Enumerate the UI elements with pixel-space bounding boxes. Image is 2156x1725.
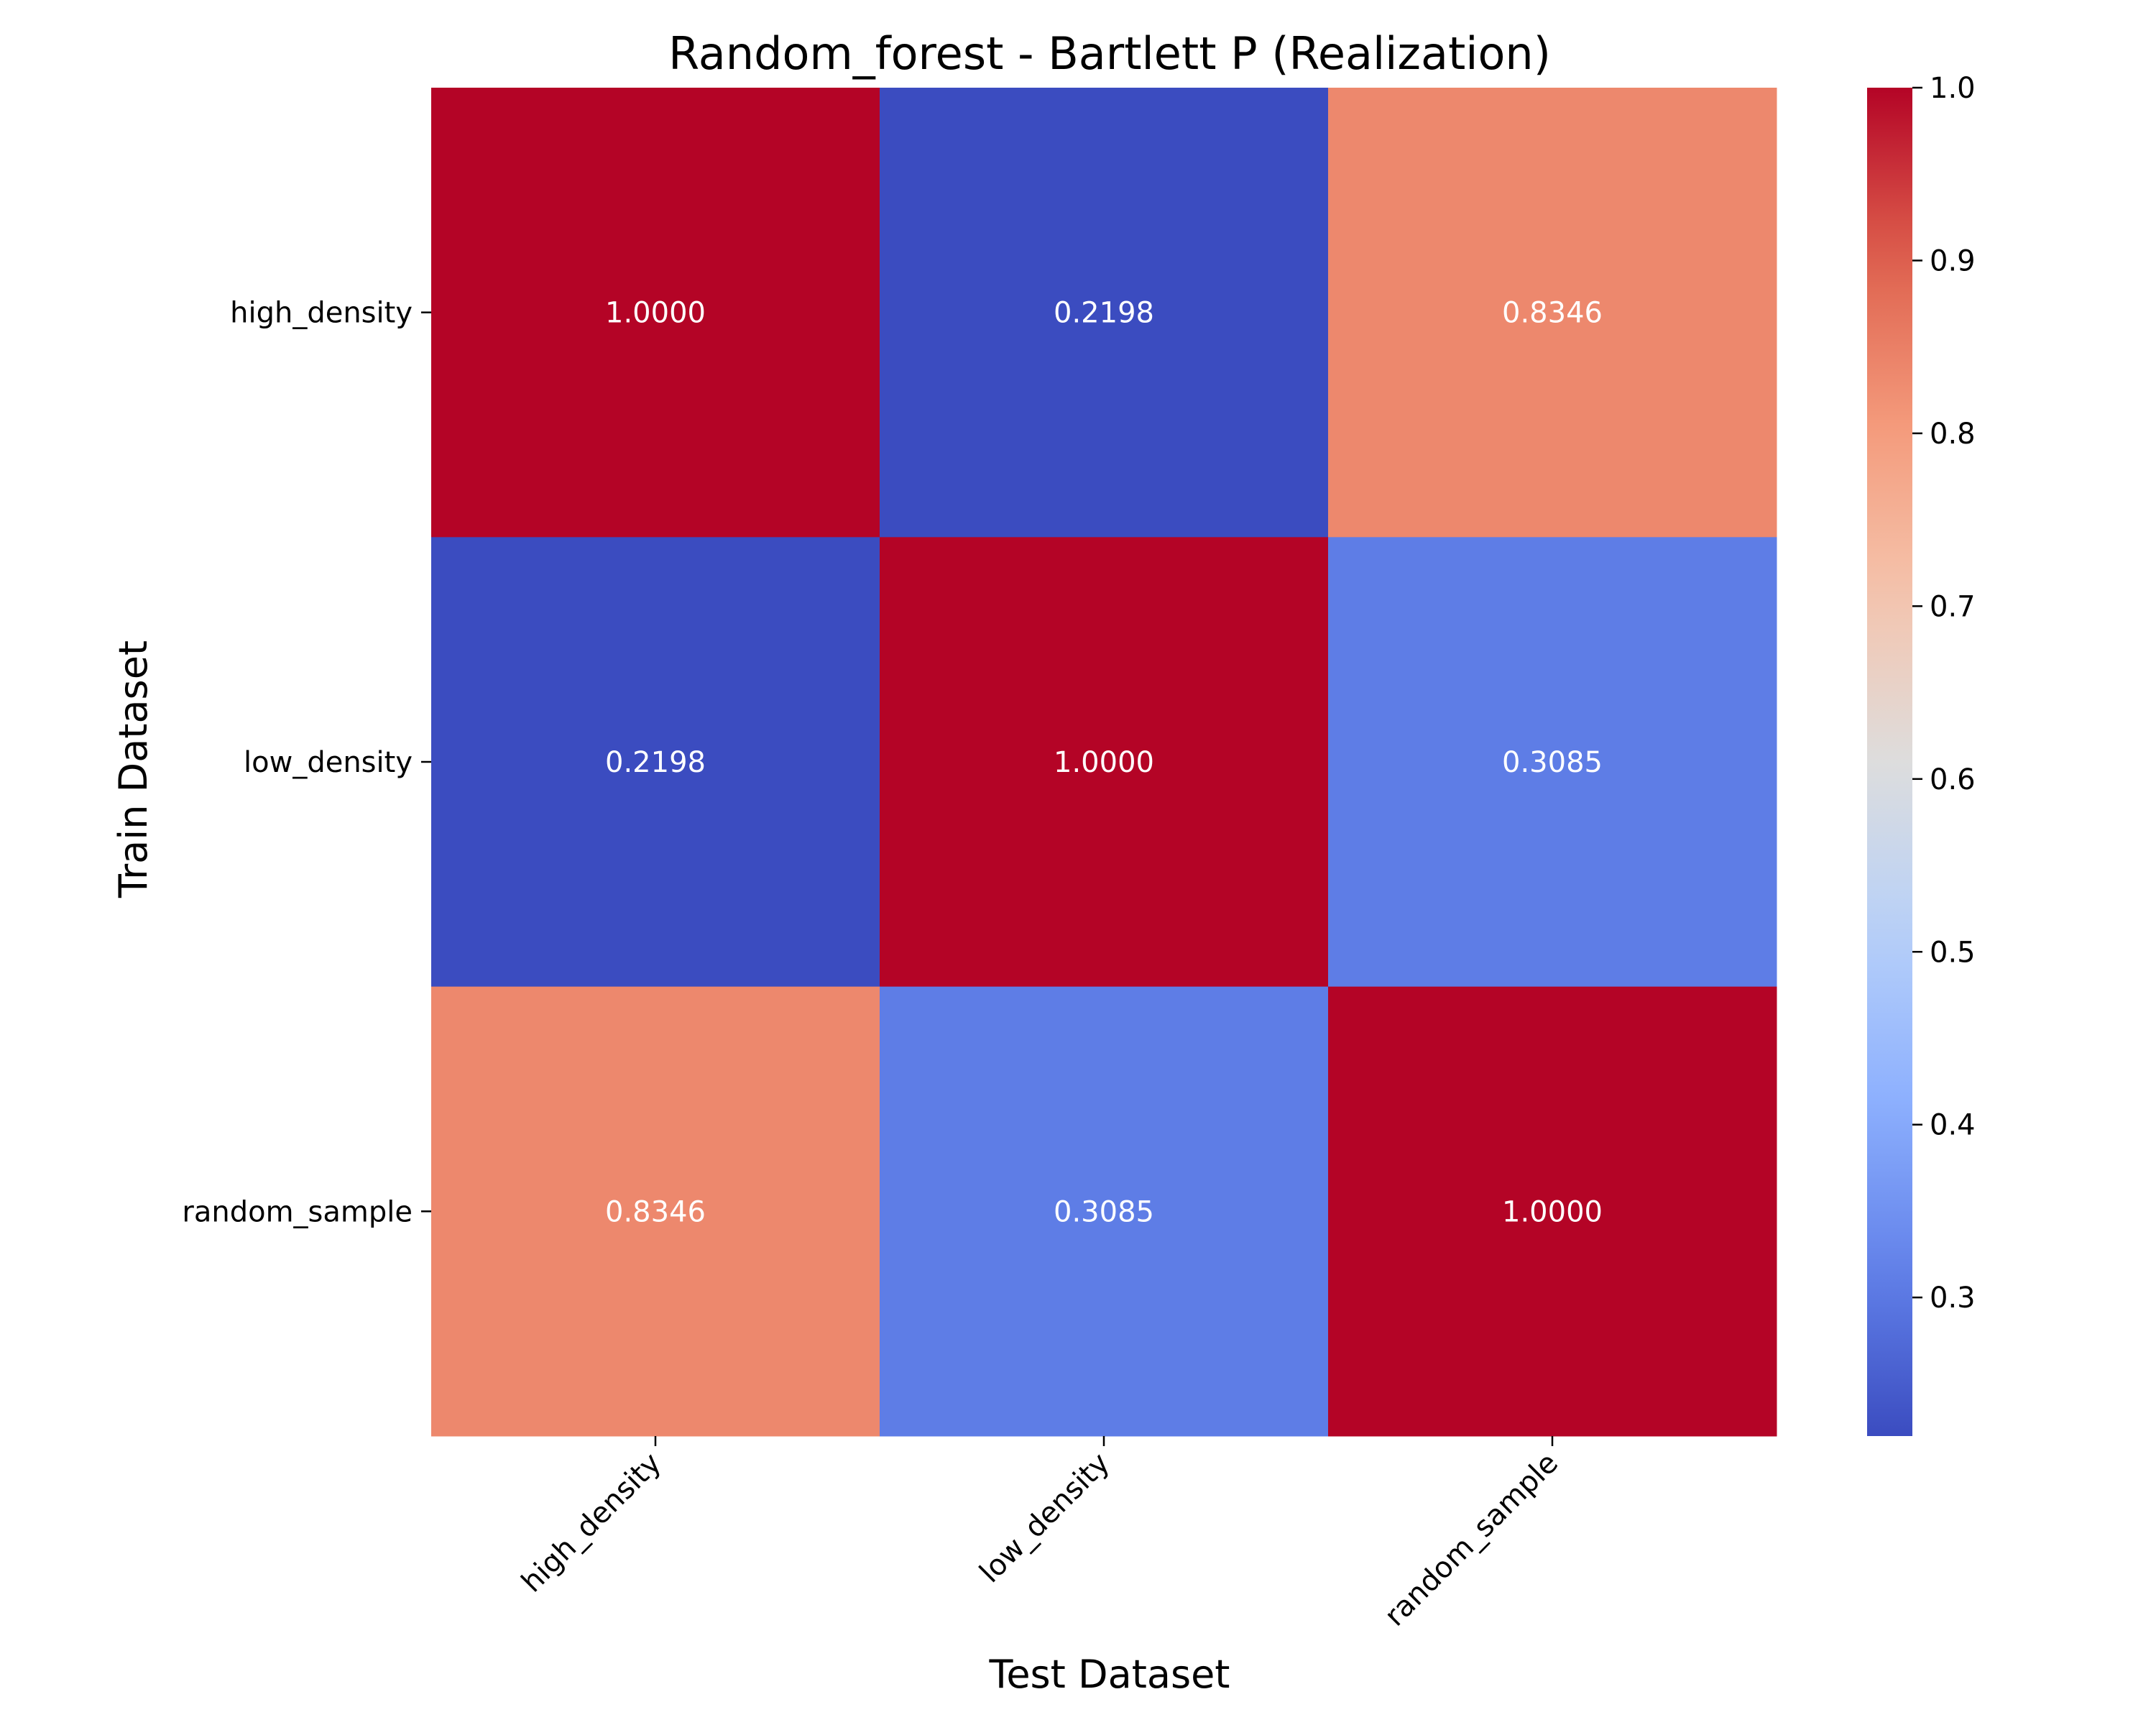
cell-value-label: 0.8346: [1502, 297, 1603, 330]
cell-value-label: 1.0000: [1502, 1195, 1603, 1228]
heatmap-cell: [431, 986, 880, 1437]
colorbar-tick-label: 0.5: [1930, 936, 1976, 969]
x-axis-label: Test Dataset: [989, 1652, 1230, 1697]
y-tick-label: random_sample: [182, 1195, 413, 1228]
y-axis-label: Train Dataset: [111, 640, 156, 898]
y-tick-label: high_density: [230, 297, 413, 330]
heatmap-cell: [1328, 986, 1777, 1437]
heatmap-cell: [1328, 537, 1777, 988]
heatmap-cell-labels: 1.0000 0.2198 0.8346 0.2198 1.0000 0.3085 0.83…: [605, 297, 1603, 1229]
cell-value-label: 1.0000: [605, 297, 706, 330]
colorbar-tick-label: 0.6: [1930, 763, 1976, 796]
chart-title: Random_forest - Bartlett P (Realization): [668, 27, 1551, 80]
heatmap-cell: [880, 537, 1329, 988]
colorbar-tick-label: 0.3: [1930, 1282, 1976, 1315]
cell-value-label: 1.0000: [1054, 746, 1154, 779]
y-tick-label: low_density: [244, 746, 413, 779]
colorbar-tick-label: 1.0: [1930, 72, 1976, 105]
heatmap-cell: [880, 88, 1329, 538]
heatmap-cell: [431, 537, 880, 988]
colorbar-tick-label: 0.8: [1930, 418, 1976, 451]
heatmap-cell: [1328, 88, 1777, 538]
colorbar: [1867, 88, 1912, 1436]
colorbar-ticks: 0.3 0.4 0.5 0.6 0.7 0.8 0.9 1.0: [1912, 72, 1976, 1315]
cell-value-label: 0.2198: [605, 746, 706, 779]
heatmap-cell: [880, 986, 1329, 1437]
heatmap-cell: [431, 88, 880, 538]
colorbar-tick-label: 0.7: [1930, 590, 1976, 623]
cell-value-label: 0.3085: [1054, 1195, 1154, 1228]
cell-value-label: 0.3085: [1502, 746, 1603, 779]
cell-value-label: 0.2198: [1054, 297, 1154, 330]
y-axis-ticks: high_density low_density random_sample: [182, 297, 431, 1228]
cell-value-label: 0.8346: [605, 1195, 706, 1228]
colorbar-tick-label: 0.9: [1930, 244, 1976, 277]
heatmap-cells: [431, 88, 1777, 1437]
colorbar-tick-label: 0.4: [1930, 1109, 1976, 1142]
